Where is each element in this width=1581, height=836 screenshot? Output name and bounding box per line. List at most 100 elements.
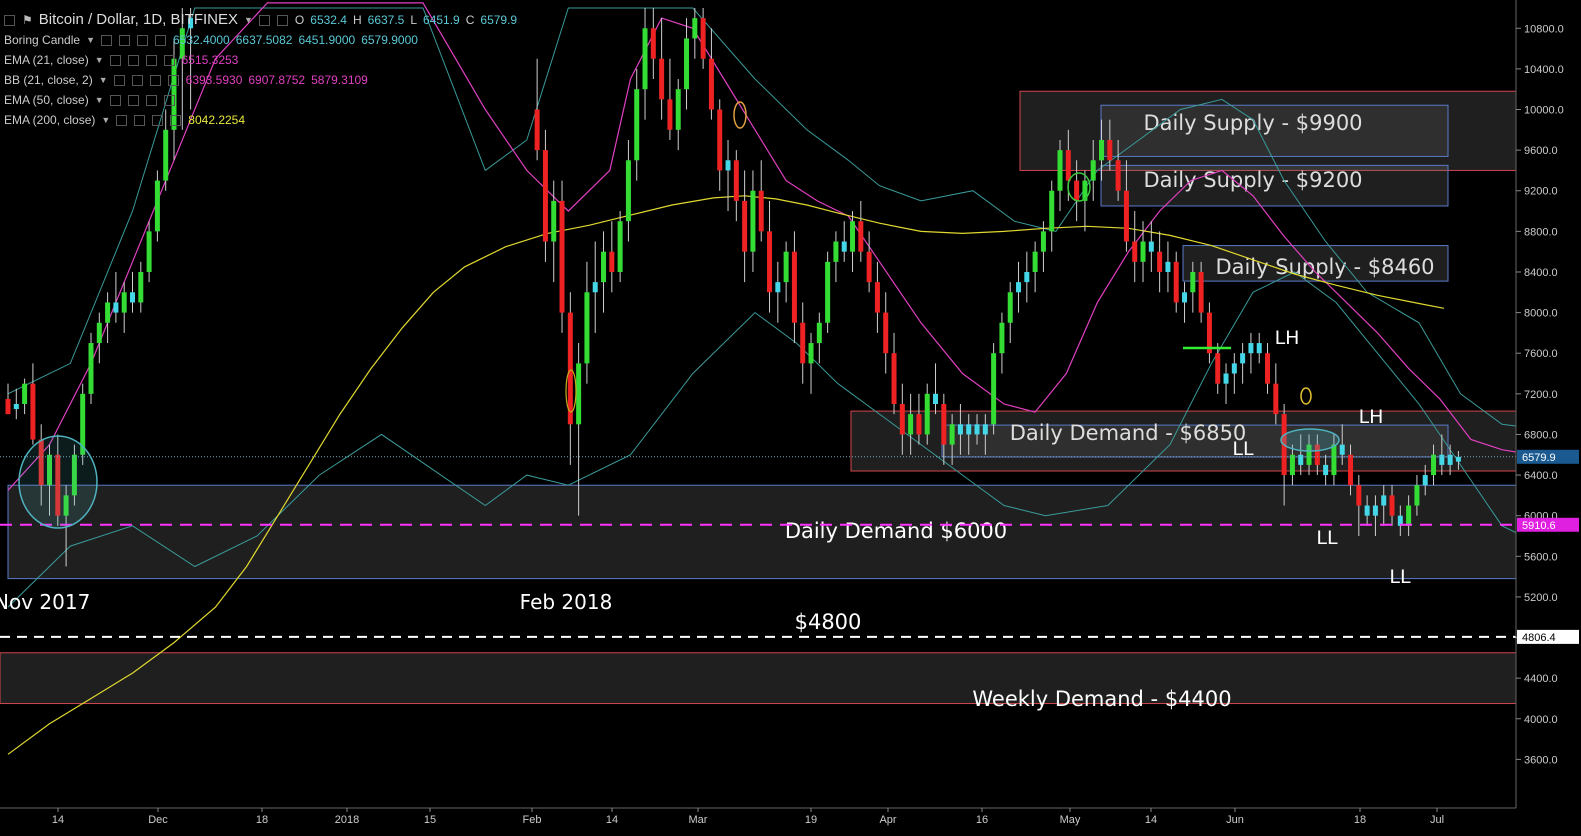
y-tick-label: 9600.0 (1524, 145, 1558, 157)
candle-body (700, 18, 706, 59)
x-tick-label: Apr (879, 814, 896, 826)
x-tick-label: 2018 (335, 814, 359, 826)
candle-body (1397, 515, 1403, 526)
settings-icon[interactable] (152, 114, 164, 126)
collapse-icon[interactable] (4, 14, 15, 26)
ohlc-open-value: 6532.4 (310, 13, 347, 27)
x-tick-label: Feb (523, 814, 542, 826)
candle-body (154, 180, 160, 232)
candle-body (13, 403, 19, 410)
eye-icon[interactable] (109, 54, 121, 66)
settings-icon[interactable] (170, 114, 182, 126)
ohlc-low-key: L (410, 13, 418, 27)
eye-icon[interactable] (100, 34, 112, 46)
symbol-title[interactable]: Bitcoin / Dollar, 1D, BITFINEX (38, 11, 238, 28)
settings-icon[interactable] (258, 14, 270, 26)
settings-icon[interactable] (136, 34, 148, 46)
indicator-value: 6393.5930 (185, 73, 243, 87)
candle-body (1049, 190, 1055, 232)
y-tick-label: 4000.0 (1524, 714, 1558, 726)
gear-icon[interactable] (276, 14, 288, 26)
settings-icon[interactable] (163, 94, 175, 106)
eye-icon[interactable] (109, 94, 121, 106)
settings-icon[interactable] (154, 34, 166, 46)
candle-body (924, 393, 930, 435)
highlight-ellipse (1067, 172, 1091, 202)
x-tick-label: 14 (606, 814, 618, 826)
indicator-row[interactable]: EMA (200, close) ▼ 8042.2254 (4, 110, 517, 130)
settings-icon[interactable] (145, 94, 157, 106)
candle-body (767, 231, 773, 293)
candle-body (850, 221, 856, 252)
settings-icon[interactable] (127, 54, 139, 66)
settings-icon[interactable] (167, 74, 179, 86)
candle-body (1439, 454, 1445, 465)
settings-icon[interactable] (149, 74, 161, 86)
candle-body (1182, 292, 1188, 303)
symbol-row: ⚑ Bitcoin / Dollar, 1D, BITFINEX ▼ O 6532… (4, 10, 517, 30)
candle-body (113, 302, 119, 313)
indicator-name[interactable]: EMA (50, close) (4, 93, 89, 107)
candle-body (1339, 444, 1345, 455)
candle-body (775, 282, 781, 293)
candle-body (974, 424, 980, 435)
candle-body (1065, 150, 1071, 181)
indicator-value: 6907.8752 (248, 73, 306, 87)
eye-icon[interactable] (113, 74, 125, 86)
x-tick-label: 16 (976, 814, 988, 826)
chevron-down-icon[interactable]: ▼ (98, 75, 108, 85)
candle-body (22, 383, 28, 404)
chevron-down-icon[interactable]: ▼ (94, 95, 104, 105)
candle-body (1248, 343, 1254, 354)
candle-body (179, 28, 185, 59)
highlight-ellipse (18, 435, 98, 529)
indicator-name[interactable]: BB (21, close, 2) (4, 73, 93, 87)
indicator-row[interactable]: EMA (21, close) ▼ 6515.3253 (4, 50, 517, 70)
indicator-row[interactable]: EMA (50, close) ▼ (4, 90, 517, 110)
candle-body (874, 282, 880, 313)
candle-body (708, 58, 714, 110)
candle-body (1298, 454, 1304, 465)
chevron-down-icon[interactable]: ▼ (86, 35, 95, 45)
ohlc-low-value: 6451.9 (423, 13, 460, 27)
candle-body (858, 221, 864, 252)
chevron-down-icon[interactable]: ▼ (244, 15, 253, 25)
candle-body (534, 109, 540, 151)
settings-icon[interactable] (163, 54, 175, 66)
zone-label: Daily Demand - $6850 (1010, 421, 1247, 445)
candle-body (1148, 241, 1154, 252)
candle-body (949, 424, 955, 445)
candle-body (105, 302, 111, 323)
settings-icon[interactable] (118, 34, 130, 46)
settings-icon[interactable] (127, 94, 139, 106)
y-tick-label: 8000.0 (1524, 308, 1558, 320)
indicator-name[interactable]: Boring Candle (4, 33, 81, 47)
candle-body (783, 251, 789, 283)
y-tick-label: 7200.0 (1524, 389, 1558, 401)
indicator-name[interactable]: EMA (21, close) (4, 53, 89, 67)
settings-icon[interactable] (131, 74, 143, 86)
settings-icon[interactable] (134, 114, 146, 126)
candle-body (130, 292, 135, 303)
ohlc-close-value: 6579.9 (480, 13, 518, 27)
candle-body (733, 160, 739, 201)
indicator-name[interactable]: EMA (200, close) (4, 113, 96, 127)
eye-icon[interactable] (116, 114, 128, 126)
indicator-row[interactable]: Boring Candle ▼ 6532.4000 6637.5082 6451.900… (4, 30, 517, 50)
candle-body (1123, 190, 1129, 242)
chevron-down-icon[interactable]: ▼ (101, 115, 111, 125)
indicator-row[interactable]: BB (21, close, 2) ▼ 6393.5930 6907.8752 5879… (4, 70, 517, 90)
ohlc-high-value: 6637.5 (367, 13, 405, 27)
candle-body (80, 393, 86, 455)
chevron-down-icon[interactable]: ▼ (94, 55, 104, 65)
y-axis-background (1516, 0, 1581, 836)
candle-body (1132, 241, 1138, 262)
candle-body (88, 343, 94, 394)
candle-body (725, 160, 731, 171)
candle-body (138, 271, 144, 303)
settings-icon[interactable] (145, 54, 157, 66)
zone-box (1100, 164, 1449, 207)
indicator-value: 5879.3109 (311, 73, 368, 87)
candle-body (55, 454, 61, 516)
